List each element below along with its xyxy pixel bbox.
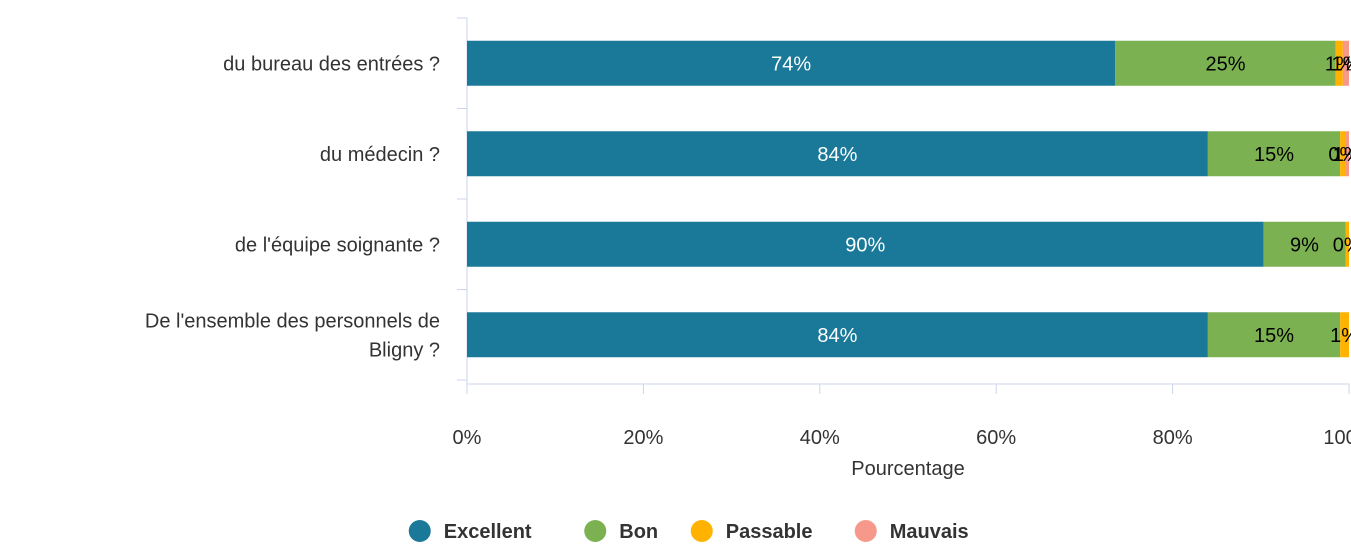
category-label: De l'ensemble des personnels de Bligny ? [145, 310, 440, 361]
bar-segment-mauvais[interactable] [1342, 40, 1349, 86]
bar-segment-excellent[interactable] [467, 221, 1264, 267]
bar-segment-passable[interactable] [1340, 312, 1349, 358]
legend-label: Bon [619, 521, 658, 543]
data-label-passable: 1% [1325, 53, 1351, 75]
bar-segment-excellent[interactable] [467, 131, 1208, 177]
x-axis-title: Pourcentage [851, 458, 964, 480]
legend-item-bon[interactable]: Bon [584, 520, 658, 543]
x-tick-label: 40% [800, 427, 840, 449]
bar-segment-excellent[interactable] [467, 40, 1116, 86]
x-tick-label: 100% [1323, 427, 1351, 449]
x-tick-label: 20% [623, 427, 663, 449]
data-label-excellent: 90% [845, 234, 885, 256]
legend-label: Mauvais [890, 521, 969, 543]
bar-segment-bon[interactable] [1207, 131, 1341, 177]
data-label-bon: 15% [1254, 325, 1294, 347]
legend-marker [584, 520, 607, 542]
category-label: du bureau des entrées ? [223, 53, 440, 75]
data-label-mauvais: 1% [1333, 144, 1351, 166]
category-label: de l'équipe soignante ? [235, 234, 440, 256]
x-tick-label: 80% [1153, 427, 1193, 449]
bars [467, 40, 1349, 358]
data-label-excellent: 74% [771, 53, 811, 75]
legend-item-passable[interactable]: Passable [690, 520, 813, 543]
legend[interactable]: Excellent Bon Passable Mauvais [408, 520, 969, 543]
data-label-passable: 0% [1328, 144, 1351, 166]
category-label: du médecin ? [320, 144, 440, 166]
bar-segment-passable[interactable] [1335, 40, 1343, 86]
legend-marker [690, 520, 713, 542]
legend-marker [408, 520, 431, 542]
legend-item-excellent[interactable]: Excellent [408, 520, 532, 543]
legend-label: Excellent [444, 521, 532, 543]
bar-segment-mauvais[interactable] [1345, 131, 1349, 177]
x-tick-label: 60% [976, 427, 1016, 449]
data-label-excellent: 84% [817, 144, 857, 166]
legend-item-mauvais[interactable]: Mauvais [854, 520, 969, 543]
category-labels: du bureau des entrées ? du médecin ? de l'… [145, 53, 440, 361]
bar-segment-bon[interactable] [1115, 40, 1336, 86]
bar-segment-passable[interactable] [1345, 221, 1349, 267]
data-label-passable: 1% [1330, 325, 1351, 347]
bar-segment-bon[interactable] [1263, 221, 1346, 267]
legend-marker [854, 520, 877, 542]
bar-segment-bon[interactable] [1207, 312, 1341, 358]
data-label-excellent: 84% [817, 325, 857, 347]
data-labels: 74%25%1%1%84%15%0%1%90%9%0%84%15%1% [771, 53, 1351, 347]
bar-segment-excellent[interactable] [467, 312, 1208, 358]
data-label-passable: 0% [1333, 234, 1351, 256]
data-label-bon: 9% [1290, 234, 1319, 256]
data-label-mauvais: 1% [1331, 53, 1351, 75]
data-label-bon: 25% [1206, 53, 1246, 75]
legend-label: Passable [726, 521, 813, 543]
data-label-bon: 15% [1254, 144, 1294, 166]
bar-segment-passable[interactable] [1340, 131, 1346, 177]
x-tick-label: 0% [453, 427, 482, 449]
x-tick-labels: 0% 20% 40% 60% 80% 100% [453, 384, 1351, 449]
